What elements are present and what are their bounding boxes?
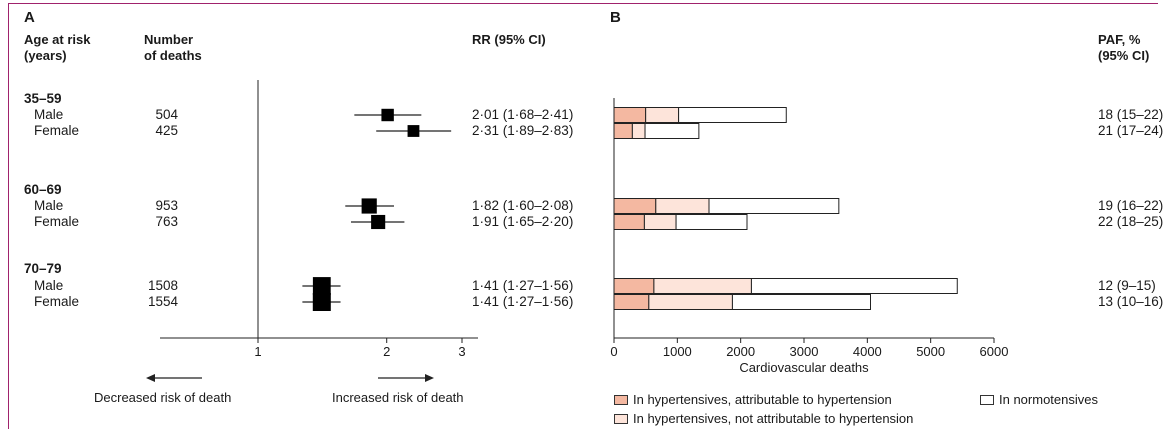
row-deaths: 953	[155, 198, 178, 213]
bar-segment	[613, 123, 633, 139]
forest-tick-label: 2	[383, 344, 390, 359]
forest-tick-label: 3	[458, 344, 465, 359]
bar-segment	[750, 278, 958, 294]
panel-a-letter: A	[24, 9, 35, 26]
rr-marker	[407, 125, 420, 137]
bars-tick-label: 6000	[980, 344, 1009, 359]
group-label: 70–79	[24, 261, 62, 276]
legend-label: In normotensives	[999, 392, 1098, 407]
bars-tick-label: 1000	[663, 344, 692, 359]
bars-x-label: Cardiovascular deaths	[739, 360, 869, 375]
increased-arrow-head	[425, 374, 434, 382]
figure-frame	[8, 3, 1158, 429]
row-sex: Male	[34, 278, 64, 293]
row-deaths: 1508	[147, 278, 178, 293]
row-paf-text: 12 (9–15)	[1098, 278, 1156, 293]
row-rr-text: 2·01 (1·68–2·41)	[472, 107, 574, 122]
deaths-header-line2: of deaths	[144, 48, 202, 63]
legend-item: In hypertensives, not attributable to hy…	[614, 411, 913, 426]
age-header-line2: (years)	[24, 48, 67, 63]
rr-marker	[312, 277, 331, 295]
group-label: 35–59	[24, 91, 62, 106]
bar-segment	[655, 198, 710, 214]
legend-swatch	[980, 394, 994, 405]
row-deaths: 1554	[147, 294, 178, 309]
row-sex: Female	[34, 123, 80, 138]
decreased-risk-label: Decreased risk of death	[94, 390, 232, 405]
bar-segment	[708, 198, 840, 214]
rr-marker	[381, 108, 394, 122]
legend-item: In hypertensives, attributable to hypert…	[614, 392, 892, 407]
increased-risk-label: Increased risk of death	[332, 390, 464, 405]
paf-header-line1: PAF, %	[1098, 32, 1141, 47]
age-header-line1: Age at risk	[24, 32, 91, 47]
row-deaths: 504	[155, 107, 178, 122]
bars-tick-label: 0	[610, 344, 617, 359]
row-paf-text: 22 (18–25)	[1098, 214, 1164, 229]
paf-header-line2: (95% CI)	[1098, 48, 1150, 63]
rr-marker	[312, 292, 331, 312]
bars-tick-label: 3000	[790, 344, 819, 359]
row-paf-text: 19 (16–22)	[1098, 198, 1164, 213]
bar-segment	[644, 123, 700, 139]
bar-segment	[613, 214, 645, 230]
row-paf-text: 18 (15–22)	[1098, 107, 1164, 122]
row-paf-text: 13 (10–16)	[1098, 294, 1164, 309]
bars-tick-label: 5000	[916, 344, 945, 359]
bar-segment	[645, 107, 680, 123]
rr-marker	[371, 214, 386, 230]
row-rr-text: 1·41 (1·27–1·56)	[472, 278, 574, 293]
bars-tick-label: 4000	[853, 344, 882, 359]
bar-segment	[675, 214, 748, 230]
bar-segment	[613, 107, 647, 123]
bar-segment	[648, 294, 733, 310]
bars-tick-label: 2000	[726, 344, 755, 359]
row-sex: Male	[34, 107, 64, 122]
bar-segment	[613, 198, 657, 214]
deaths-header-line1: Number	[144, 32, 194, 47]
row-deaths: 763	[155, 214, 178, 229]
bar-segment	[631, 123, 646, 139]
rr-header: RR (95% CI)	[472, 32, 546, 47]
bar-segment	[613, 278, 655, 294]
row-rr-text: 2·31 (1·89–2·83)	[472, 123, 574, 138]
row-sex: Female	[34, 214, 80, 229]
forest-tick-label: 1	[254, 344, 261, 359]
bar-segment	[678, 107, 787, 123]
row-deaths: 425	[155, 123, 178, 138]
group-label: 60–69	[24, 182, 62, 197]
row-rr-text: 1·91 (1·65–2·20)	[472, 214, 574, 229]
row-sex: Male	[34, 198, 64, 213]
panel-b-letter: B	[610, 9, 621, 26]
row-rr-text: 1·41 (1·27–1·56)	[472, 294, 574, 309]
row-sex: Female	[34, 294, 80, 309]
row-paf-text: 21 (17–24)	[1098, 123, 1164, 138]
legend-item: In normotensives	[980, 392, 1098, 407]
bar-segment	[643, 214, 677, 230]
bar-segment	[653, 278, 752, 294]
decreased-arrow-head	[146, 374, 155, 382]
bar-segment	[731, 294, 872, 310]
legend-label: In hypertensives, not attributable to hy…	[633, 411, 914, 426]
row-rr-text: 1·82 (1·60–2·08)	[472, 198, 574, 213]
legend-swatch	[614, 413, 628, 424]
rr-marker	[361, 198, 377, 214]
legend-swatch	[614, 394, 628, 405]
bar-segment	[613, 294, 650, 310]
legend-label: In hypertensives, attributable to hypert…	[633, 392, 892, 407]
